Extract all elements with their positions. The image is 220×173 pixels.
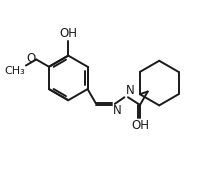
- Text: OH: OH: [59, 27, 77, 40]
- Text: CH₃: CH₃: [4, 66, 25, 76]
- Text: N: N: [113, 104, 122, 117]
- Text: O: O: [26, 52, 35, 65]
- Text: N: N: [126, 84, 135, 97]
- Text: OH: OH: [131, 119, 149, 132]
